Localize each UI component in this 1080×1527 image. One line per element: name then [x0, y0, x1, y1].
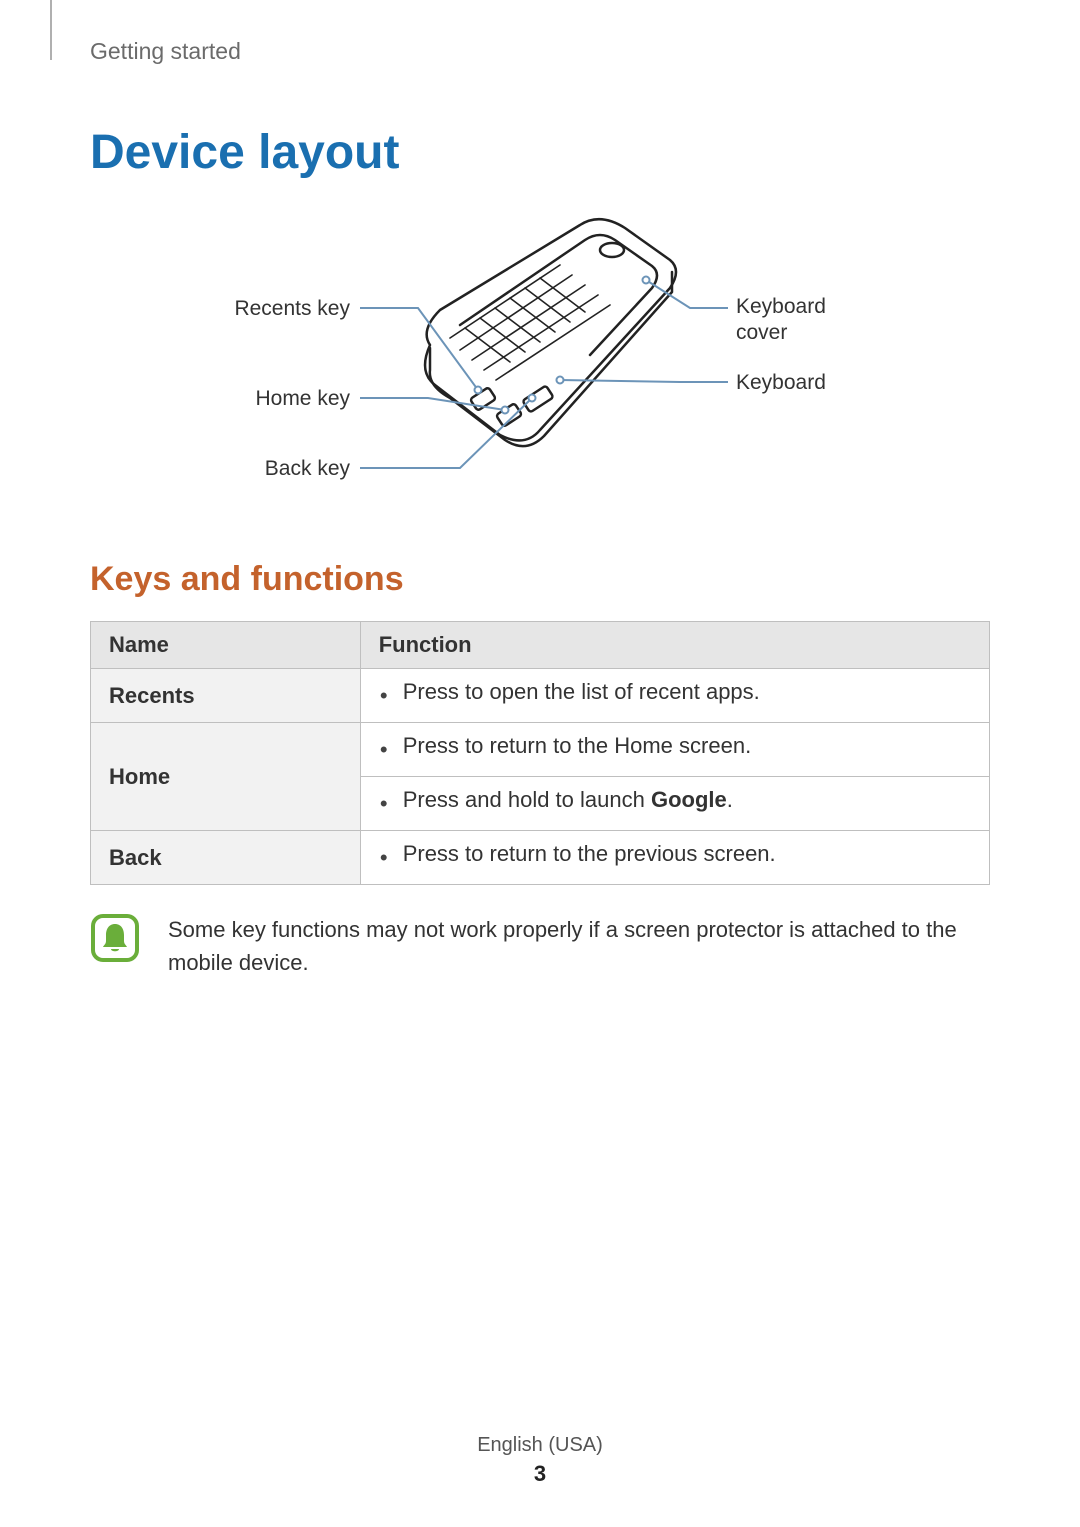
fn-text: Press to return to the previous screen. [403, 841, 776, 867]
fn-text: Press to return to the Home screen. [403, 733, 752, 759]
table-cell-fn-home-1: •Press to return to the Home screen. [360, 723, 989, 777]
fn-text: Press and hold to launch Google. [403, 787, 733, 813]
bell-note-icon [90, 913, 140, 963]
breadcrumb: Getting started [90, 38, 990, 65]
diagram-label-keyboard-cover: Keyboard cover [736, 294, 846, 347]
note-text: Some key functions may not work properly… [168, 913, 990, 979]
diagram-label-back-key: Back key [265, 456, 350, 482]
diagram-label-keyboard: Keyboard [736, 370, 826, 396]
section-title-keys: Keys and functions [90, 560, 990, 599]
table-header-function: Function [360, 622, 989, 669]
keys-functions-table: Name Function Recents •Press to open the… [90, 621, 990, 885]
table-row: Back •Press to return to the previous sc… [91, 831, 990, 885]
table-row: Home •Press to return to the Home screen… [91, 723, 990, 777]
page-tab-marker [50, 0, 52, 60]
page-title: Device layout [90, 125, 990, 180]
table-cell-fn-recents: •Press to open the list of recent apps. [360, 669, 989, 723]
table-cell-name-back: Back [91, 831, 361, 885]
footer-page-number: 3 [0, 1461, 1080, 1487]
page-content: Getting started Device layout [0, 0, 1080, 979]
table-row: Recents •Press to open the list of recen… [91, 669, 990, 723]
diagram-label-home-key: Home key [255, 386, 350, 412]
diagram-label-recents-key: Recents key [234, 296, 350, 322]
table-cell-fn-back: •Press to return to the previous screen. [360, 831, 989, 885]
table-cell-name-home: Home [91, 723, 361, 831]
fn-text: Press to open the list of recent apps. [403, 679, 760, 705]
table-cell-fn-home-2: • Press and hold to launch Google. [360, 777, 989, 831]
table-cell-name-recents: Recents [91, 669, 361, 723]
page-footer: English (USA) 3 [0, 1434, 1080, 1487]
note-block: Some key functions may not work properly… [90, 913, 990, 979]
device-diagram: Recents key Home key Back key Keyboard c… [160, 210, 920, 500]
footer-language: English (USA) [0, 1434, 1080, 1457]
table-header-row: Name Function [91, 622, 990, 669]
table-header-name: Name [91, 622, 361, 669]
